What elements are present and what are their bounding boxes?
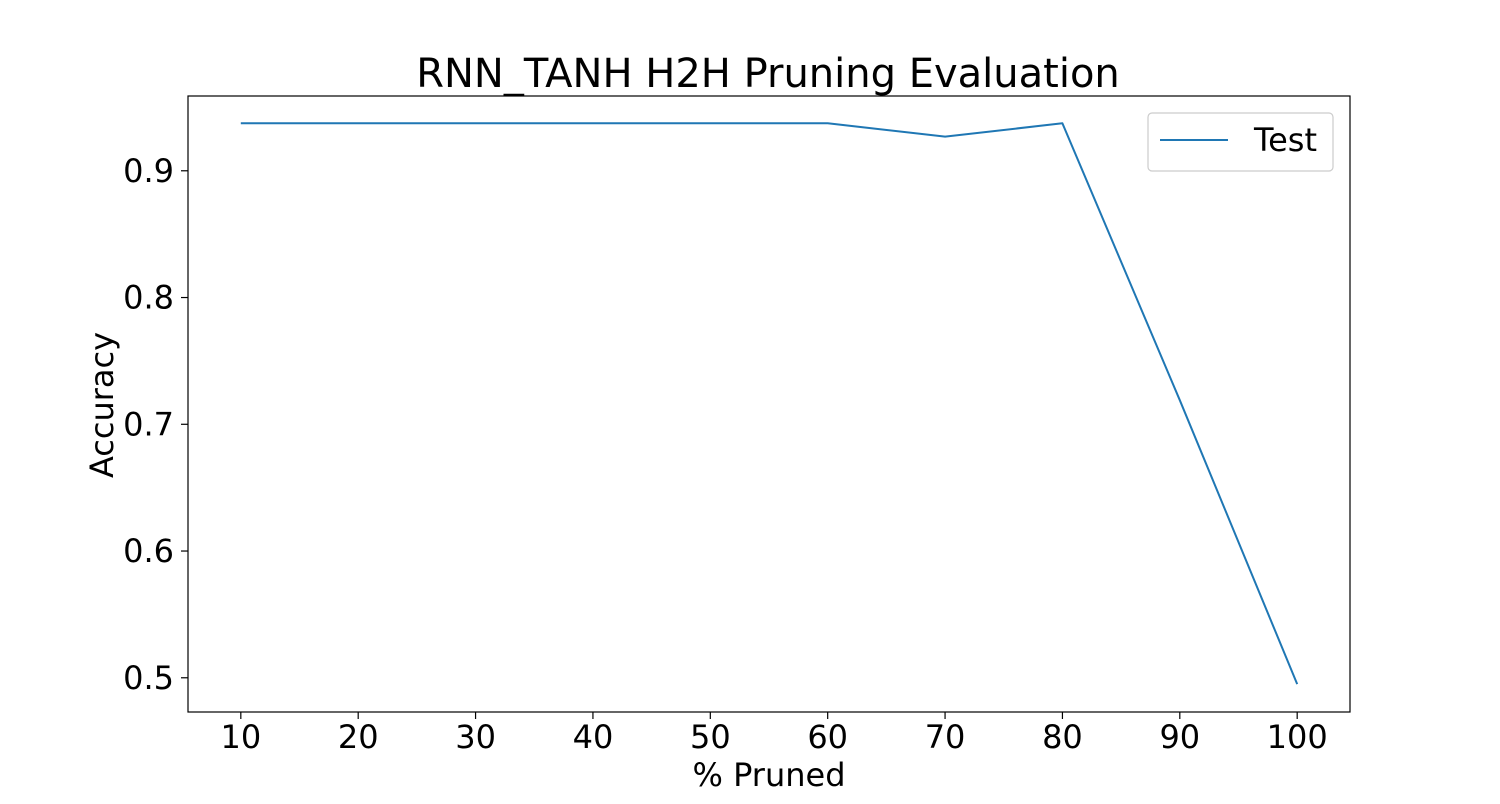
- x-axis-label: % Pruned: [692, 756, 845, 794]
- x-tick-label: 30: [455, 718, 496, 756]
- y-tick-label: 0.5: [123, 659, 174, 697]
- y-tick-label: 0.6: [123, 532, 174, 570]
- x-tick-label: 90: [1159, 718, 1200, 756]
- x-tick-label: 100: [1267, 718, 1328, 756]
- series-layer: [240, 122, 1299, 685]
- x-tick-label: 60: [807, 718, 848, 756]
- legend-series-label: Test: [1253, 121, 1317, 159]
- x-tick-label: 50: [690, 718, 731, 756]
- x-tick-label: 10: [220, 718, 261, 756]
- legend: Test: [1147, 112, 1334, 172]
- plot-area-frame: [187, 95, 1351, 713]
- legend-frame: [1147, 112, 1334, 172]
- y-tick-label: 0.8: [123, 279, 174, 317]
- chart-title: RNN_TANH H2H Pruning Evaluation: [416, 51, 1120, 97]
- y-tick-label: 0.9: [123, 152, 174, 190]
- y-axis-label: Accuracy: [83, 332, 121, 478]
- x-tick-label: 80: [1042, 718, 1083, 756]
- x-tick-label: 20: [338, 718, 379, 756]
- x-tick-label: 70: [925, 718, 966, 756]
- x-tick-label: 40: [573, 718, 614, 756]
- y-axis-ticks: 0.5 0.6 0.7 0.8 0.9: [123, 152, 188, 697]
- y-tick-label: 0.7: [123, 405, 174, 443]
- series-line-test: [240, 122, 1299, 685]
- x-axis-ticks: 10 20 30 40 50 60 70 80 90 100: [220, 712, 1328, 756]
